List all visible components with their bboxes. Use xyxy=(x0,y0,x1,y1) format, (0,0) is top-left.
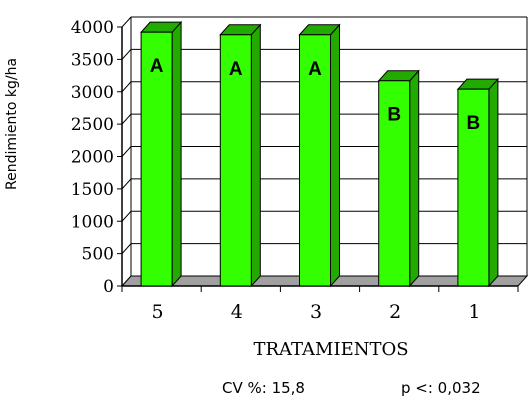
y-tick-label: 500 xyxy=(82,245,114,265)
gridline-diagonal xyxy=(121,210,132,222)
x-tick-label: 4 xyxy=(231,301,243,323)
y-tick-label: 0 xyxy=(103,277,114,297)
bar-front xyxy=(378,80,411,287)
bar-front xyxy=(457,88,490,287)
bar-side xyxy=(171,20,182,288)
x-tick-label: 1 xyxy=(468,301,480,323)
x-tick-label: 5 xyxy=(152,301,164,323)
p-value-footer: p <: 0,032 xyxy=(401,379,481,397)
bar-side xyxy=(409,69,420,288)
y-tick-label: 3000 xyxy=(71,83,114,103)
x-axis-label: TRATAMIENTOS xyxy=(253,339,408,360)
bar-front xyxy=(219,34,252,287)
bars: A A A B B xyxy=(139,20,500,288)
bar-group-label: A xyxy=(150,56,164,77)
bar-front xyxy=(299,34,331,287)
bar-group-label: A xyxy=(308,59,322,80)
y-tick-label: 2500 xyxy=(71,115,114,135)
bar-front xyxy=(140,31,173,287)
bar-side xyxy=(488,77,499,288)
cv-footer: CV %: 15,8 xyxy=(222,379,305,397)
gridline-diagonal xyxy=(121,243,132,254)
y-tick-label: 2000 xyxy=(71,148,114,168)
bar: A xyxy=(139,20,183,288)
bar-group-label: B xyxy=(467,113,481,134)
bar: A xyxy=(298,23,341,288)
x-tick-label: 3 xyxy=(310,301,322,323)
gridline-diagonal xyxy=(121,178,132,190)
gridline-diagonal xyxy=(121,16,132,28)
y-tick-label: 1000 xyxy=(71,212,114,232)
bar-group-label: A xyxy=(229,59,243,80)
bar-side xyxy=(250,23,261,288)
y-tick-label: 1500 xyxy=(71,180,114,200)
bar: A xyxy=(219,23,262,288)
y-tick-label: 4000 xyxy=(71,18,114,38)
bar-group-label: B xyxy=(387,105,401,126)
bar-side xyxy=(330,23,340,288)
bar: B xyxy=(456,77,500,288)
gridline-diagonal xyxy=(121,81,132,93)
y-axis-label: Rendimiento kg/ha xyxy=(4,58,20,190)
gridline-diagonal xyxy=(121,49,132,60)
gridline-diagonal xyxy=(121,146,132,157)
y-axis-ticks: 0 500 1000 1500 2000 2500 3000 3500 4000 xyxy=(71,18,122,297)
x-tick-label: 2 xyxy=(389,301,401,323)
x-axis-ticks: 5 4 3 2 1 xyxy=(121,286,519,323)
y-tick-label: 3500 xyxy=(71,50,114,70)
bar: B xyxy=(377,69,420,288)
gridline-diagonal xyxy=(121,113,132,125)
